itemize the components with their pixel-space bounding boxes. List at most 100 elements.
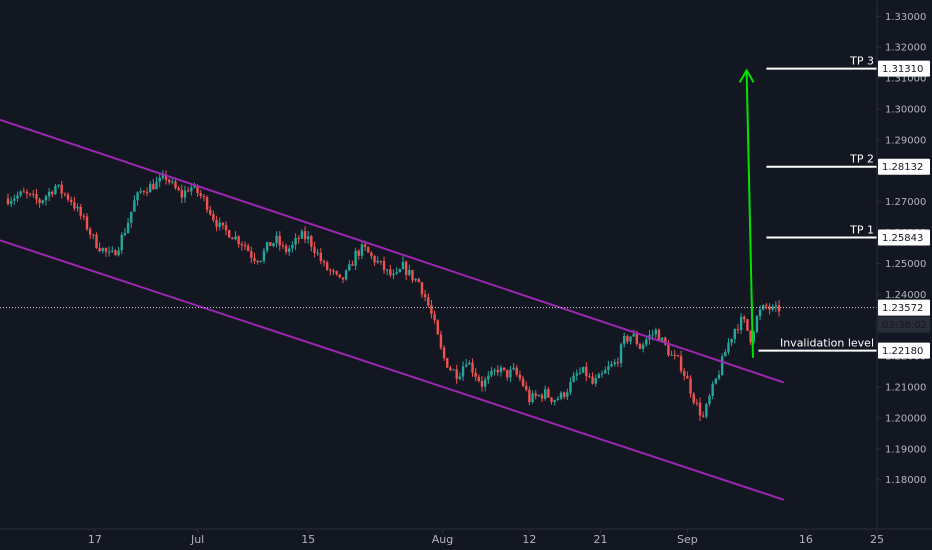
candle bbox=[136, 191, 139, 206]
candle bbox=[550, 397, 553, 405]
candle bbox=[638, 342, 642, 350]
candle-body bbox=[101, 248, 104, 252]
candle-body bbox=[319, 252, 323, 262]
candle-body bbox=[32, 193, 35, 195]
candle bbox=[13, 194, 16, 206]
candle-body bbox=[597, 374, 601, 379]
candle bbox=[322, 259, 326, 267]
candle-body bbox=[404, 261, 408, 275]
candle bbox=[85, 213, 89, 232]
candle bbox=[354, 247, 357, 270]
current-price-tag-box bbox=[878, 299, 930, 316]
candle bbox=[171, 178, 174, 185]
price-tick-label: 1.21000 bbox=[885, 383, 926, 394]
candle-body bbox=[736, 329, 740, 331]
candle bbox=[433, 310, 436, 324]
trend-channel[interactable] bbox=[0, 118, 785, 501]
candle-body bbox=[310, 236, 313, 247]
candle bbox=[730, 338, 733, 347]
channel-upper-line[interactable] bbox=[0, 118, 785, 384]
candle-body bbox=[487, 375, 490, 380]
price-tick-label: 1.19000 bbox=[885, 444, 926, 455]
candle bbox=[386, 268, 389, 276]
candle-body bbox=[300, 231, 304, 239]
candle-body bbox=[635, 333, 639, 345]
candle-body bbox=[717, 375, 721, 379]
candle-body bbox=[420, 282, 424, 295]
candle bbox=[474, 367, 477, 382]
candle bbox=[755, 314, 759, 334]
candle-body bbox=[645, 339, 648, 345]
candle bbox=[670, 350, 673, 356]
candle-body bbox=[344, 270, 348, 280]
candle bbox=[436, 319, 439, 335]
candle-body bbox=[758, 309, 762, 317]
candle bbox=[657, 328, 661, 342]
candle-body bbox=[183, 190, 187, 198]
candle-body bbox=[667, 344, 670, 356]
candle bbox=[518, 370, 522, 382]
candle bbox=[569, 377, 572, 395]
candle bbox=[689, 375, 692, 398]
candle bbox=[98, 242, 101, 253]
candle-body bbox=[370, 252, 373, 257]
level-label: TP 1 bbox=[849, 223, 874, 236]
candle bbox=[231, 237, 234, 240]
countdown-tag-box bbox=[878, 316, 930, 333]
candle-body bbox=[63, 193, 67, 195]
price-tick-label: 1.30000 bbox=[885, 105, 926, 116]
price-tick-label: 1.31000 bbox=[885, 74, 926, 85]
level-price-tag-box bbox=[878, 60, 930, 77]
candle-body bbox=[44, 196, 48, 201]
candle bbox=[76, 203, 79, 212]
time-axis[interactable]: 17 Jul 15 Aug 12 21 Sep 16 25 bbox=[88, 529, 884, 546]
candle bbox=[581, 366, 585, 374]
candle bbox=[262, 247, 266, 264]
candle-body bbox=[679, 356, 683, 372]
channel-lower-line[interactable] bbox=[0, 239, 785, 501]
candle-body bbox=[186, 190, 190, 192]
candle-body bbox=[774, 305, 778, 307]
target-arrow[interactable] bbox=[738, 68, 755, 358]
candle-body bbox=[575, 373, 578, 376]
candle bbox=[720, 353, 724, 376]
time-tick-label: 16 bbox=[799, 533, 813, 546]
candle bbox=[66, 192, 70, 203]
level-price-tag: 1.31310 bbox=[878, 60, 930, 77]
current-price-tag: 1.23572 bbox=[878, 299, 930, 316]
candle-body bbox=[95, 234, 98, 248]
candle-body bbox=[22, 191, 25, 193]
candle bbox=[186, 186, 190, 193]
candle-body bbox=[525, 385, 528, 390]
candle bbox=[73, 196, 76, 211]
candle bbox=[294, 233, 297, 251]
candle bbox=[774, 301, 778, 312]
price-tags: 1.31310 1.28132 1.25843 1.22180 1.23572 03:38… bbox=[878, 60, 930, 359]
candle-body bbox=[765, 305, 768, 307]
candle bbox=[32, 189, 35, 198]
candle-body bbox=[401, 261, 405, 270]
candle bbox=[114, 249, 117, 256]
arrow-head[interactable] bbox=[738, 68, 755, 83]
candle-body bbox=[386, 269, 389, 271]
candle bbox=[19, 190, 22, 198]
candle bbox=[739, 313, 743, 334]
level-price-tag-text: 1.25843 bbox=[882, 233, 923, 244]
candle bbox=[269, 242, 272, 247]
candle bbox=[452, 368, 455, 371]
candle-body bbox=[382, 260, 386, 271]
candle bbox=[487, 371, 490, 384]
candle bbox=[180, 184, 183, 204]
candle bbox=[60, 180, 63, 199]
arrow-shaft[interactable] bbox=[745, 72, 754, 358]
candle bbox=[702, 411, 705, 418]
candle-body bbox=[730, 338, 733, 343]
level-price-tag-text: 1.31310 bbox=[882, 64, 923, 75]
candle bbox=[588, 373, 591, 378]
candle-body bbox=[559, 392, 563, 399]
candle bbox=[351, 260, 354, 266]
candle-body bbox=[126, 222, 130, 233]
candle bbox=[130, 211, 133, 228]
price-tick-label: 1.20000 bbox=[885, 413, 926, 424]
